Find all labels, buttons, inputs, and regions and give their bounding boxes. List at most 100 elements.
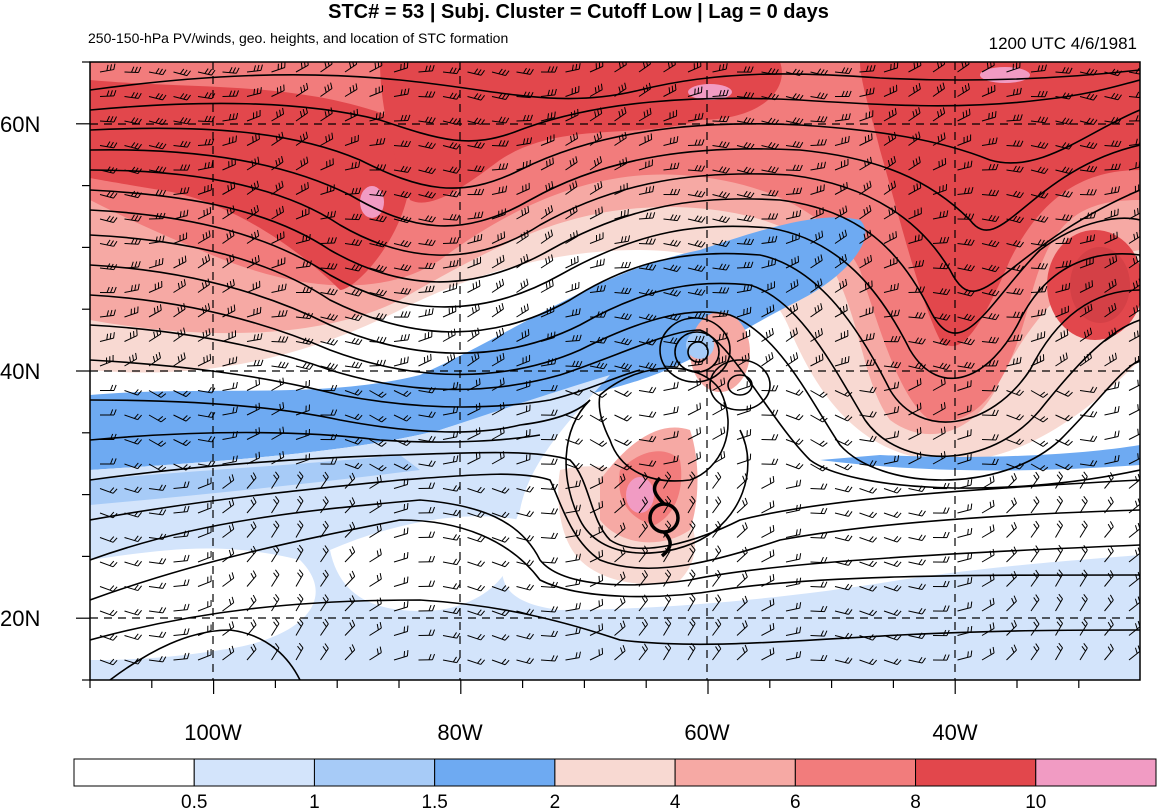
wind-barb-feather [1013, 140, 1017, 147]
wind-barb [1079, 390, 1094, 393]
wind-barb-feather [1016, 357, 1019, 364]
wind-barb-feather [431, 285, 435, 292]
wind-barb-feather [921, 338, 926, 345]
wind-barb-feather [696, 428, 698, 435]
wind-barb-feather [477, 633, 482, 640]
wind-barb-feather [824, 581, 828, 588]
wind-barb-feather [208, 230, 211, 237]
wind-barb-feather [452, 607, 457, 614]
wind-barb-feather [715, 597, 720, 603]
wind-barb-feather [349, 573, 353, 580]
wind-barb [638, 439, 653, 443]
wind-barb [859, 635, 873, 641]
wind-barb-feather [431, 143, 436, 149]
wind-barb-feather [893, 486, 899, 493]
wind-barb-feather [991, 265, 997, 272]
wind-barb-feather [750, 118, 755, 125]
wind-barb-feather [334, 409, 338, 416]
wind-barb [173, 333, 186, 342]
wind-barb [859, 610, 873, 617]
wind-barb [614, 439, 628, 446]
wind-barb-feather [795, 94, 801, 100]
wind-barb-feather [302, 362, 307, 369]
wind-barb-feather [357, 390, 363, 396]
wind-barb-feather [1135, 91, 1140, 98]
wind-barb-feather [768, 189, 772, 196]
wind-barb-feather [819, 416, 825, 421]
wind-barb-feather [603, 337, 608, 344]
wind-barb-feather [529, 633, 534, 640]
wind-barb [222, 259, 235, 269]
wind-barb [1079, 647, 1088, 661]
wind-barb [614, 503, 626, 514]
wind-barb-feather [158, 655, 163, 662]
wind-barb-feather [1035, 594, 1040, 600]
wind-barb-feather [816, 162, 820, 169]
wind-barb-feather [1065, 352, 1068, 359]
wind-barb-feather [1013, 595, 1017, 602]
wind-barb [1079, 623, 1088, 636]
wind-barb-feather [400, 165, 405, 172]
wind-barb-feather [840, 185, 842, 192]
wind-barb [271, 236, 285, 244]
wind-barb-feather [648, 435, 653, 442]
wind-barb-feather [598, 391, 605, 397]
wind-barb-feather [255, 453, 257, 460]
wind-barb-feather [669, 264, 675, 271]
wind-barb-feather [1117, 430, 1120, 437]
wind-barb-feather [162, 582, 167, 589]
wind-barb-feather [823, 161, 826, 168]
wind-barb [467, 383, 481, 391]
wind-barb-feather [838, 258, 842, 265]
wind-barb-feather [963, 337, 969, 344]
colorbar-label: 1 [309, 792, 320, 812]
wind-barb [834, 512, 849, 517]
wind-barb-feather [628, 261, 631, 268]
wind-barb-feather [774, 235, 778, 242]
wind-barb-feather [819, 465, 825, 470]
wind-barb-feather [381, 417, 387, 423]
wind-barb [1030, 525, 1040, 538]
wind-barb-feather [299, 135, 303, 142]
wind-barb-feather [526, 91, 531, 98]
wind-barb-feather [452, 583, 457, 589]
wind-barb-feather [818, 355, 821, 362]
wind-barb-feather [153, 307, 156, 314]
wind-barb-feather [793, 281, 796, 288]
wind-barb [222, 602, 235, 612]
wind-barb [418, 96, 433, 98]
wind-barb-feather [967, 187, 970, 194]
wind-barb-feather [1016, 114, 1020, 121]
wind-barb [173, 658, 188, 661]
wind-barb [712, 574, 722, 587]
wind-barb-feather [967, 161, 969, 168]
wind-barb-feather [232, 254, 235, 261]
wind-barb-feather [400, 334, 403, 341]
wind-barb-feather [775, 458, 779, 465]
wind-barb [932, 341, 947, 346]
wind-barb [1006, 292, 1021, 295]
wind-barb-feather [694, 164, 699, 171]
wind-barb-feather [1044, 308, 1047, 315]
wind-barb [393, 484, 408, 489]
wind-barb-feather [349, 524, 353, 531]
wind-barb [516, 211, 529, 220]
wind-barb-feather [428, 308, 431, 315]
wind-barb-feather [652, 363, 657, 370]
wind-barb-feather [228, 549, 232, 556]
wind-barb-feather [641, 523, 646, 530]
wind-barb-feather [1114, 406, 1117, 413]
wind-barb-feather [821, 230, 824, 237]
wind-barb-feather [495, 307, 499, 314]
wind-barb-feather [452, 431, 455, 438]
wind-barb-feather [946, 605, 950, 612]
wind-barb-feather [498, 140, 502, 147]
wind-barb-feather [354, 413, 360, 419]
wind-barb-feather [1135, 280, 1139, 287]
wind-barb-feather [551, 458, 555, 465]
wind-barb-feather [575, 334, 579, 341]
wind-barb-feather [600, 83, 603, 90]
wind-barb-feather [872, 411, 877, 418]
wind-barb-feather [1084, 307, 1087, 314]
wind-barb [516, 635, 531, 640]
